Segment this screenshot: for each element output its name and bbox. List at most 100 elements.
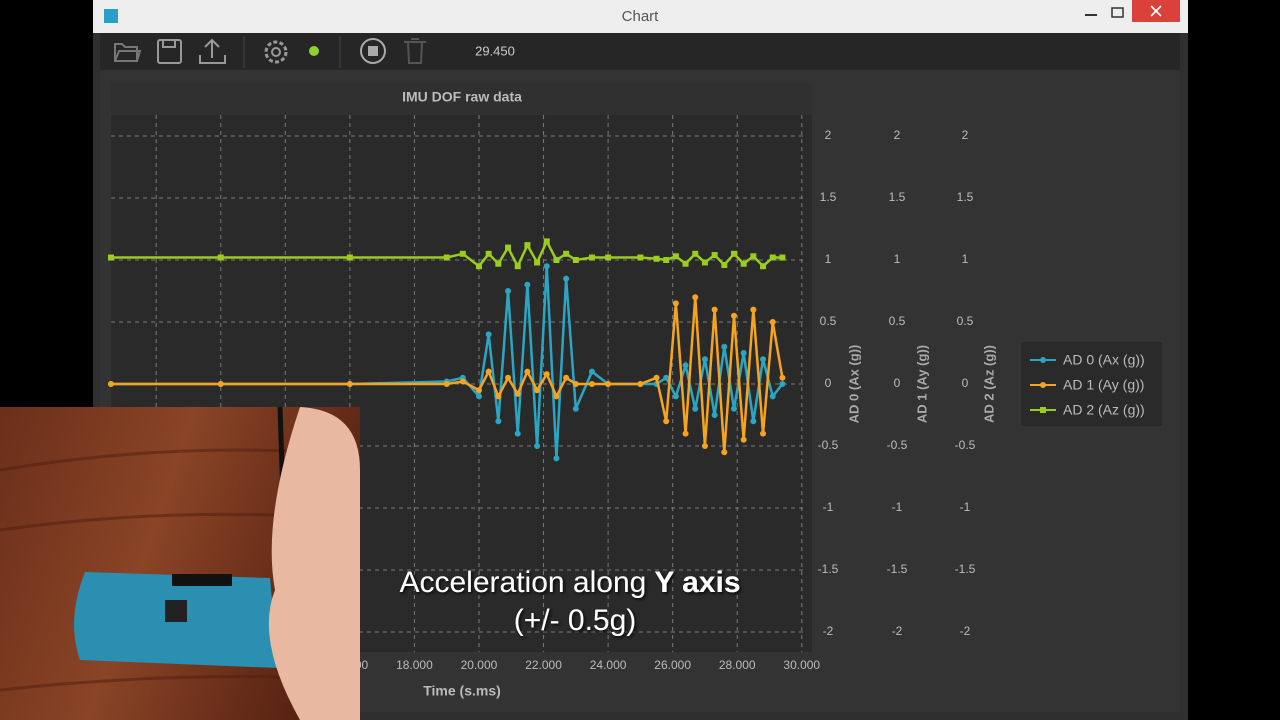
data-point (653, 255, 660, 262)
data-point (485, 250, 492, 257)
y-tick-label: 0 (894, 376, 901, 390)
data-point (505, 374, 512, 381)
x-tick-label: 18.000 (396, 658, 433, 672)
y-axis-title: AD 0 (Ax (g)) (846, 345, 861, 424)
data-point (760, 356, 767, 363)
data-point (701, 356, 708, 363)
video-overlay: Acceleration along Y axis (+/- 0.5g) (0, 406, 741, 720)
data-point (534, 259, 541, 266)
y-tick-label: 0 (825, 376, 832, 390)
data-point (475, 387, 482, 394)
data-point (750, 418, 757, 425)
data-point (672, 253, 679, 260)
data-point (730, 250, 737, 257)
data-point (692, 405, 699, 412)
data-point (672, 300, 679, 307)
data-point (485, 368, 492, 375)
data-point (711, 412, 718, 418)
y-tick-label: 2 (962, 128, 969, 142)
x-axis-title: Time (s.ms) (423, 683, 501, 699)
data-point (730, 405, 737, 412)
settings-button[interactable] (264, 40, 288, 64)
y-tick-label: 0 (962, 376, 969, 390)
y-tick-label: -1 (823, 500, 834, 514)
y-tick-label: 1 (962, 252, 969, 266)
y-tick-label: 0.5 (957, 314, 974, 328)
maximize-button[interactable] (1111, 7, 1124, 18)
y-tick-label: -2 (960, 624, 971, 638)
data-point (588, 368, 595, 375)
y-tick-label: -0.5 (818, 438, 839, 452)
data-point (563, 250, 570, 257)
data-point (443, 254, 450, 261)
chart-title: IMU DOF raw data (402, 89, 522, 105)
y-tick-label: 2 (825, 128, 832, 142)
data-point (692, 294, 699, 301)
y-tick-label: 1.5 (820, 190, 837, 204)
data-point (663, 374, 670, 381)
data-point (475, 393, 482, 400)
data-point (108, 254, 114, 261)
app-icon (104, 9, 118, 23)
data-point (701, 259, 708, 266)
data-point (505, 288, 512, 294)
chart-title-bar (111, 82, 812, 115)
data-point (682, 362, 689, 369)
data-point (459, 250, 466, 257)
y-tick-label: 1.5 (889, 190, 906, 204)
y-tick-label: -1.5 (955, 562, 976, 576)
data-point (769, 319, 776, 325)
toolbar (100, 33, 1180, 70)
open-button[interactable] (114, 43, 142, 62)
legend: AD 0 (Ax (g)) AD 1 (Ay (g)) AD 2 (Az (g)) (1019, 340, 1164, 428)
y-tick-label: -1.5 (887, 562, 908, 576)
data-point (495, 260, 502, 267)
data-point (740, 260, 747, 267)
data-point (605, 254, 612, 261)
y-tick-label: -0.5 (887, 438, 908, 452)
y-tick-label: -1 (960, 500, 971, 514)
data-point (563, 374, 570, 381)
data-point (346, 254, 353, 261)
legend-label: AD 1 (Ay (g)) (1063, 377, 1144, 393)
y-tick-label: -2 (892, 624, 903, 638)
data-point (588, 254, 595, 261)
data-point (760, 263, 767, 270)
legend-label: AD 0 (Ax (g)) (1063, 352, 1145, 368)
data-point (750, 253, 757, 260)
caption-line-2: (+/- 0.5g) (514, 604, 637, 637)
data-point (543, 263, 550, 270)
data-point (217, 381, 224, 387)
data-point (534, 387, 541, 394)
data-point (543, 238, 550, 245)
data-point (553, 257, 560, 263)
data-point (779, 374, 786, 381)
data-point (701, 443, 708, 449)
data-point (588, 381, 595, 387)
data-point (653, 374, 660, 381)
status-indicator (309, 46, 319, 56)
title-bar (93, 0, 1188, 33)
stop-button[interactable] (360, 38, 386, 64)
data-point (108, 381, 114, 387)
data-point (740, 350, 747, 356)
caption-text: Acceleration along (399, 566, 646, 599)
y-tick-label: 1.5 (957, 190, 974, 204)
data-point (346, 381, 353, 387)
delete-button[interactable] (404, 38, 426, 64)
data-point (443, 381, 450, 387)
data-point (553, 455, 560, 462)
data-point (505, 244, 512, 251)
data-point (711, 252, 718, 259)
data-point (760, 430, 767, 437)
y-axis-title: AD 1 (Ay (g)) (914, 345, 929, 423)
stop-icon (368, 46, 378, 56)
data-point (524, 242, 531, 249)
export-button[interactable] (199, 38, 226, 64)
data-point (769, 393, 776, 400)
legend-marker (1040, 407, 1046, 413)
finger (268, 407, 360, 720)
close-icon (1150, 5, 1162, 17)
